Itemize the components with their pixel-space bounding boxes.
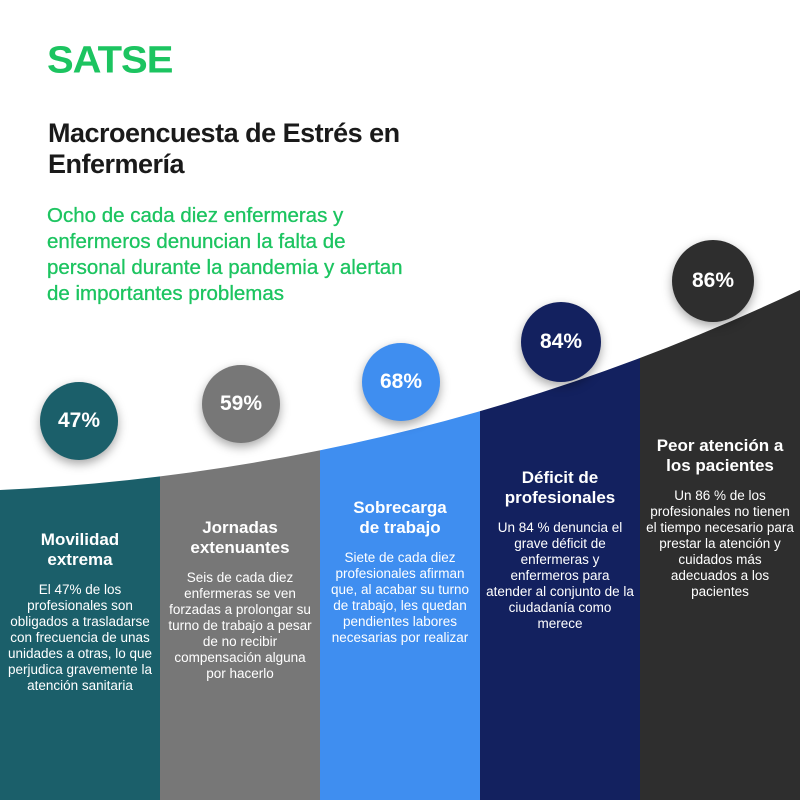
percent-circle-jornadas: 59% (202, 365, 280, 443)
satse-logo: SATSE (47, 39, 173, 81)
column-text: Un 84 % denuncia el grave déficit de enf… (486, 520, 634, 631)
column-title: Déficit de profesionales (504, 468, 616, 507)
column-title: Sobrecarga de trabajo (353, 498, 447, 537)
percent-circle-peor-atencion: 86% (672, 240, 754, 322)
column-movilidad: Movilidad extrema El 47% de los profesio… (6, 530, 154, 694)
column-deficit: Déficit de profesionales Un 84 % denunci… (486, 468, 634, 632)
column-peor-atencion: Peor atención a los pacientes Un 86 % de… (646, 436, 794, 600)
percent-circle-movilidad: 47% (40, 382, 118, 460)
page-title: Macroencuesta de Estrés en Enfermería (48, 118, 400, 179)
column-title: Movilidad extrema (40, 530, 120, 569)
column-text: Seis de cada diez enfermeras se ven forz… (168, 570, 312, 681)
column-sobrecarga: Sobrecarga de trabajo Siete de cada diez… (326, 498, 474, 646)
percent-circle-sobrecarga: 68% (362, 343, 440, 421)
column-text: Siete de cada diez profesionales afirman… (330, 550, 470, 645)
page-subtitle: Ocho de cada diez enfermeras y enfermero… (47, 204, 403, 305)
column-text: Un 86 % de los profesionales no tienen e… (646, 488, 794, 599)
percent-circle-deficit: 84% (521, 302, 601, 382)
column-bg-5 (640, 290, 800, 800)
column-jornadas: Jornadas extenuantes Seis de cada diez e… (166, 518, 314, 682)
column-bg-1 (0, 290, 160, 800)
column-title: Peor atención a los pacientes (656, 436, 784, 475)
column-title: Jornadas extenuantes (190, 518, 290, 557)
column-text: El 47% de los profesionales son obligado… (7, 582, 153, 693)
